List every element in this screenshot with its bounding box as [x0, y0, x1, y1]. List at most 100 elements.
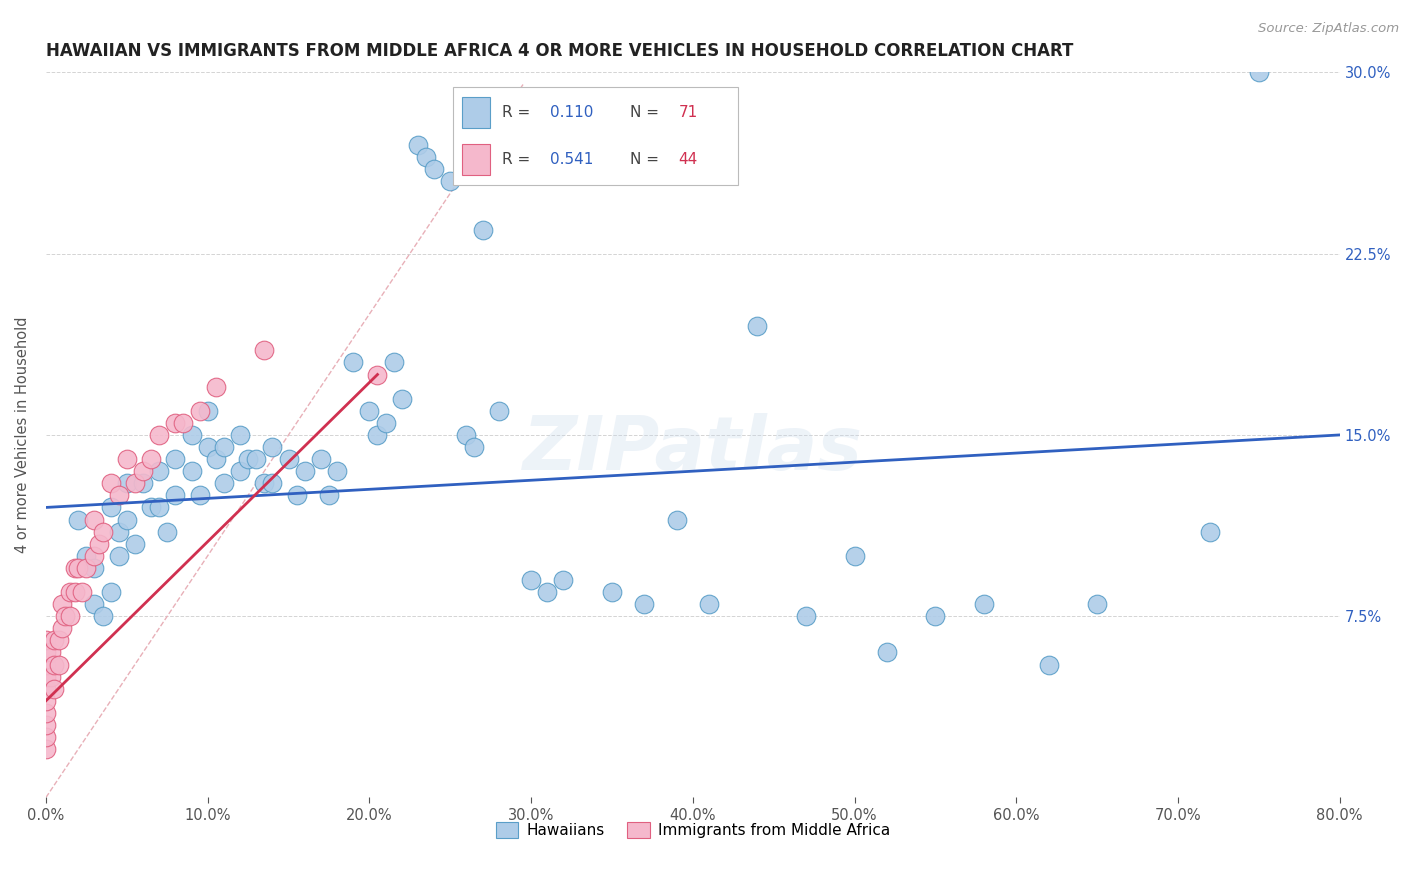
Point — [359, 404, 381, 418]
Point — [488, 404, 510, 418]
Point — [35, 730, 58, 744]
Point — [53, 609, 76, 624]
Point — [156, 524, 179, 539]
Point — [253, 476, 276, 491]
Point — [309, 452, 332, 467]
Point — [180, 464, 202, 478]
Point — [794, 609, 817, 624]
Point — [59, 609, 82, 624]
Point — [1247, 65, 1270, 79]
Point — [35, 681, 58, 696]
Point — [107, 488, 129, 502]
Point — [48, 657, 70, 672]
Point — [212, 440, 235, 454]
Point — [245, 452, 267, 467]
Point — [139, 452, 162, 467]
Point — [633, 597, 655, 611]
Point — [100, 585, 122, 599]
Point — [100, 476, 122, 491]
Point — [83, 597, 105, 611]
Point — [83, 512, 105, 526]
Point — [165, 452, 187, 467]
Point — [456, 428, 478, 442]
Point — [51, 597, 73, 611]
Point — [75, 549, 97, 563]
Point — [197, 440, 219, 454]
Point — [83, 549, 105, 563]
Point — [197, 404, 219, 418]
Point — [374, 416, 396, 430]
Point — [697, 597, 720, 611]
Point — [48, 633, 70, 648]
Point — [172, 416, 194, 430]
Point — [463, 440, 485, 454]
Point — [415, 150, 437, 164]
Point — [35, 742, 58, 756]
Y-axis label: 4 or more Vehicles in Household: 4 or more Vehicles in Household — [15, 317, 30, 553]
Point — [747, 319, 769, 334]
Point — [63, 585, 86, 599]
Point — [148, 428, 170, 442]
Point — [366, 428, 388, 442]
Point — [520, 573, 543, 587]
Point — [35, 657, 58, 672]
Point — [1199, 524, 1222, 539]
Point — [262, 476, 284, 491]
Point — [107, 549, 129, 563]
Point — [91, 609, 114, 624]
Point — [285, 488, 308, 502]
Point — [35, 645, 58, 659]
Point — [35, 694, 58, 708]
Point — [67, 512, 90, 526]
Point — [63, 561, 86, 575]
Point — [924, 609, 946, 624]
Point — [70, 585, 93, 599]
Text: Source: ZipAtlas.com: Source: ZipAtlas.com — [1258, 22, 1399, 36]
Point — [107, 524, 129, 539]
Point — [132, 464, 155, 478]
Point — [59, 585, 82, 599]
Point — [91, 524, 114, 539]
Point — [188, 404, 211, 418]
Text: ZIPatlas: ZIPatlas — [523, 413, 863, 486]
Point — [35, 718, 58, 732]
Point — [75, 561, 97, 575]
Point — [382, 355, 405, 369]
Point — [212, 476, 235, 491]
Point — [318, 488, 340, 502]
Point — [229, 464, 252, 478]
Point — [139, 500, 162, 515]
Point — [553, 573, 575, 587]
Point — [188, 488, 211, 502]
Point — [124, 476, 146, 491]
Point — [115, 476, 138, 491]
Point — [471, 222, 494, 236]
Point — [35, 633, 58, 648]
Point — [366, 368, 388, 382]
Point — [600, 585, 623, 599]
Point — [294, 464, 316, 478]
Point — [132, 476, 155, 491]
Point — [536, 585, 558, 599]
Point — [39, 670, 62, 684]
Point — [35, 670, 58, 684]
Point — [204, 452, 226, 467]
Point — [342, 355, 364, 369]
Legend: Hawaiians, Immigrants from Middle Africa: Hawaiians, Immigrants from Middle Africa — [489, 816, 896, 844]
Point — [35, 706, 58, 720]
Point — [51, 621, 73, 635]
Point — [406, 137, 429, 152]
Point — [42, 681, 65, 696]
Point — [115, 512, 138, 526]
Point — [100, 500, 122, 515]
Point — [229, 428, 252, 442]
Point — [115, 452, 138, 467]
Point — [236, 452, 259, 467]
Text: HAWAIIAN VS IMMIGRANTS FROM MIDDLE AFRICA 4 OR MORE VEHICLES IN HOUSEHOLD CORREL: HAWAIIAN VS IMMIGRANTS FROM MIDDLE AFRIC… — [46, 42, 1073, 60]
Point — [89, 537, 111, 551]
Point — [148, 464, 170, 478]
Point — [326, 464, 349, 478]
Point — [665, 512, 688, 526]
Point — [39, 645, 62, 659]
Point — [1038, 657, 1060, 672]
